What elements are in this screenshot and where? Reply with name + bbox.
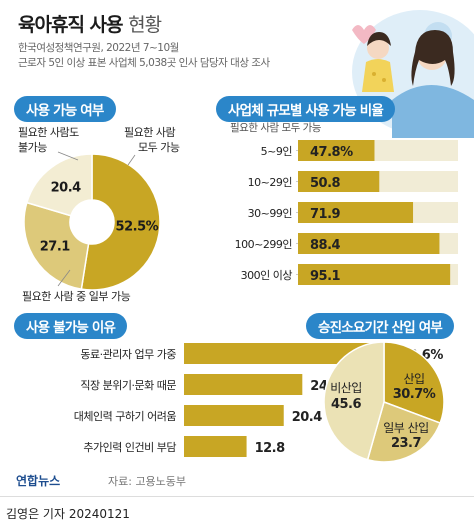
section-reasons-header: 사용 불가능 이유 (14, 313, 128, 339)
bar-category-label: 100~299인 (235, 238, 292, 251)
bar (184, 374, 303, 395)
bar (298, 202, 414, 223)
pie-value-label: 52.5% (116, 220, 159, 235)
bar-category-label: 대체인력 구하기 어려움 (74, 409, 177, 423)
bar-value-label: 71.9 (310, 207, 341, 222)
bar-value-label: 50.8 (310, 176, 341, 191)
pie-slice-label: 비산입 (330, 381, 362, 395)
bar-value-label: 88.4 (310, 238, 341, 253)
data-source: 자료: 고용노동부 (108, 475, 187, 488)
bar-category-label: 300인 이상 (241, 269, 293, 282)
pie-value-label: 27.1 (40, 239, 71, 254)
parent-figure (392, 30, 474, 138)
bar-value-label: 20.4 (292, 410, 323, 425)
pie-value-label: 45.6 (331, 397, 362, 412)
bar-category-label: 10~29인 (248, 176, 292, 189)
pie-legend-label: 모두 가능 (138, 141, 180, 154)
by-size-note: 필요한 사람 모두 가능 (230, 122, 321, 134)
bar-category-label: 30~99인 (248, 207, 292, 220)
leader-line (57, 151, 79, 161)
brand-logo: 연합뉴스 (16, 474, 61, 488)
section-approval-header: 승진소요기간 산입 여부 (306, 313, 454, 339)
bar-value-label: 47.8% (310, 145, 353, 160)
bar-category-label: 동료·관리자 업무 가중 (80, 348, 176, 361)
bar-value-label: 95.1 (310, 269, 341, 284)
child-figure (362, 32, 394, 92)
pie-legend-label: 필요한 사람 중 일부 가능 (22, 289, 131, 303)
pie-legend-label: 필요한 사람도 (18, 126, 79, 139)
bar (298, 171, 380, 192)
pie-value-label: 23.7 (391, 436, 422, 451)
pie-slice (80, 153, 161, 291)
pie-value-label: 30.7% (393, 387, 436, 402)
leader-line (127, 154, 136, 166)
pie-slice (383, 341, 445, 424)
page-title: 육아휴직 사용 현황 (18, 14, 162, 36)
leader-line (57, 269, 71, 287)
bar (184, 405, 284, 426)
section-by-size-header: 사업체 규모별 사용 가능 비율 (216, 96, 396, 122)
bar-category-label: 추가인력 인건비 부담 (83, 441, 176, 454)
bar (184, 343, 393, 364)
pie-slice (323, 341, 385, 461)
pie-value-label: 20.4 (51, 181, 82, 196)
pie-slice (25, 153, 93, 217)
survey-scope: 근로자 5인 이상 표본 사업체 5,038곳 인사 담당자 대상 조사 (18, 57, 270, 69)
bar-category-label: 5~9인 (261, 145, 292, 158)
pie-slice (23, 201, 90, 291)
footer-divider (0, 496, 474, 497)
bar-category-label: 직장 분위기·문화 때문 (80, 379, 176, 392)
bar (298, 264, 451, 285)
bar (298, 233, 440, 254)
pie-legend-label: 필요한 사람 (124, 126, 175, 139)
bar (298, 140, 375, 161)
pie-slice-label: 일부 산입 (383, 421, 428, 435)
pie-slice-label: 산입 (403, 372, 424, 386)
pie-legend-label: 불가능 (18, 141, 47, 154)
byline: 김영은 기자 20240121 (6, 507, 130, 521)
bar (184, 436, 247, 457)
section-availability-header: 사용 가능 여부 (14, 96, 116, 122)
bar-value-label: 12.8 (255, 441, 286, 456)
survey-source: 한국여성정책연구원, 2022년 7~10월 (18, 42, 179, 54)
